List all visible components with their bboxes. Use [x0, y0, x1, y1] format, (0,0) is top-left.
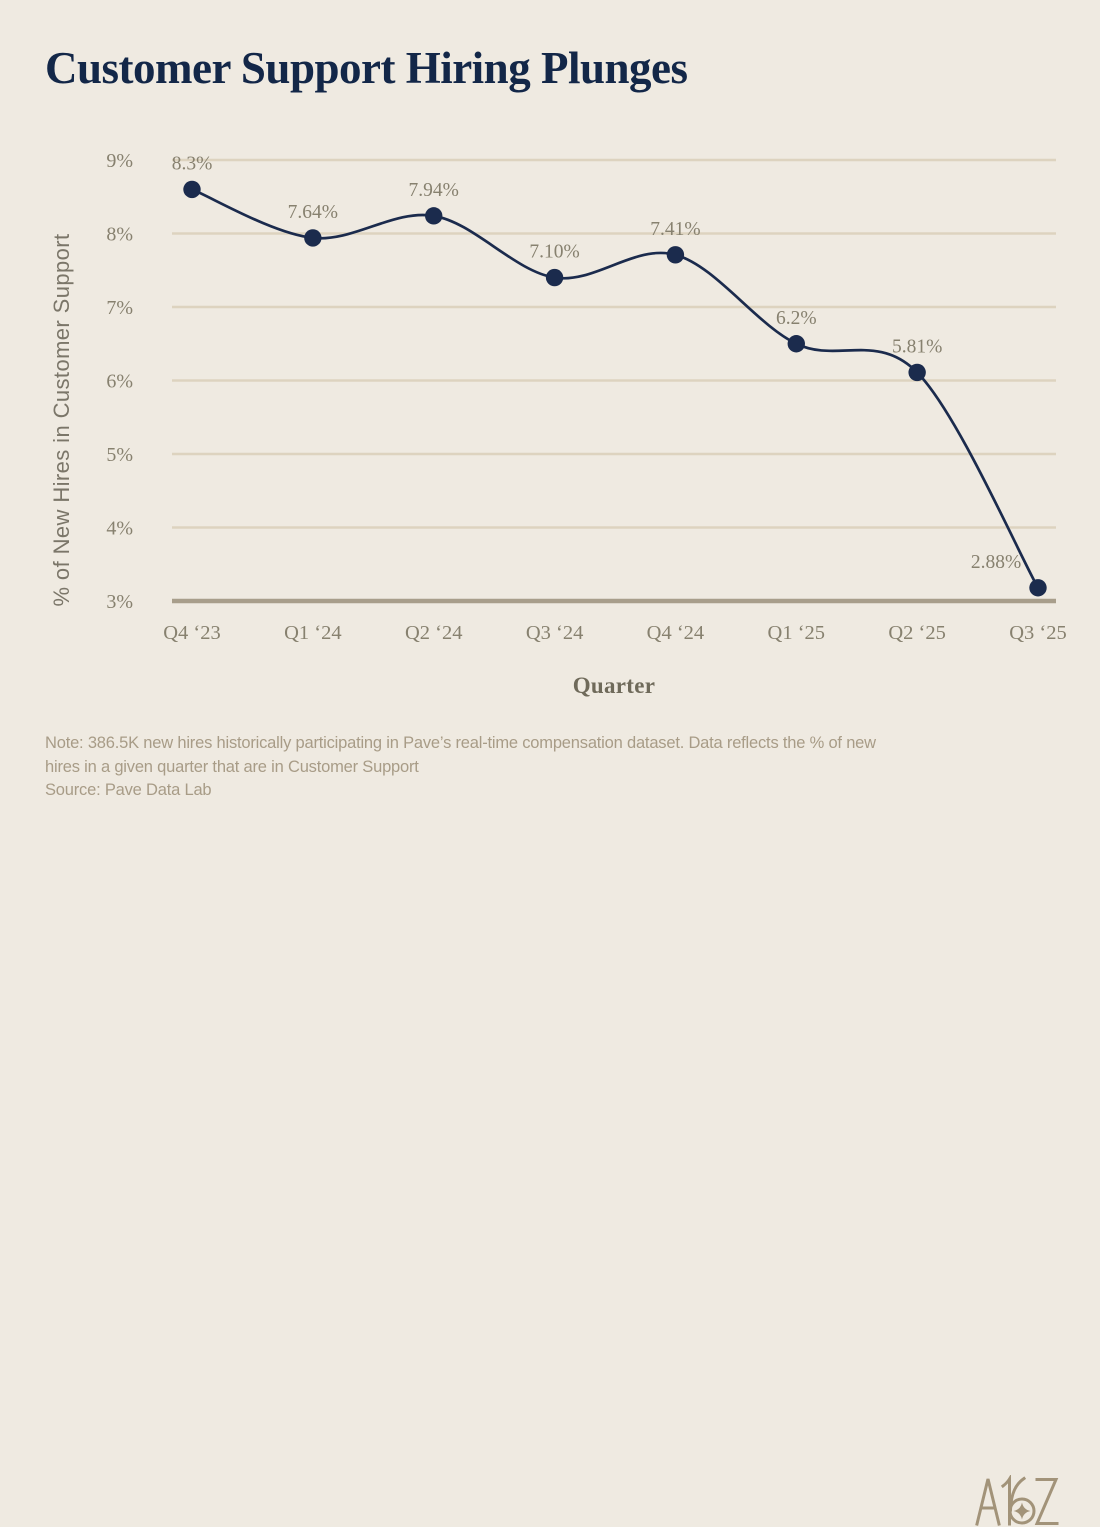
x-tick-label: Q3 ‘25: [1009, 622, 1067, 644]
data-point: [545, 268, 564, 287]
y-tick-label: 7%: [106, 297, 133, 319]
data-point: [666, 246, 685, 264]
data-point-label: 7.41%: [650, 219, 700, 240]
chart-area: 9% 8% 7% 6% 5% 4% 3% Q4 ‘23 Q1 ‘24 Q2 ‘24 Q3 ‘24 Q4…: [0, 130, 1100, 705]
y-tick-label: 3%: [106, 591, 133, 613]
y-axis-title: % of New Hires in Customer Support: [49, 233, 74, 607]
data-point: [425, 207, 443, 225]
y-tick-label: 9%: [106, 150, 133, 172]
data-point-label: 7.94%: [409, 180, 459, 201]
data-point: [183, 180, 201, 199]
data-point: [908, 363, 926, 382]
logo-letter-z: [1034, 1478, 1059, 1525]
a16z-logo: [975, 1475, 1059, 1526]
footer: Note: 386.5K new hires historically part…: [0, 726, 1100, 1526]
logo-letter-a: [975, 1478, 1001, 1526]
data-point-label: 8.3%: [172, 153, 213, 174]
y-tick-label: 4%: [106, 518, 133, 540]
data-point-label: 6.2%: [776, 308, 817, 329]
data-point: [304, 229, 322, 247]
y-tick-label: 5%: [106, 444, 133, 466]
x-tick-label: Q2 ‘24: [405, 622, 463, 644]
logo-star-icon: [1013, 1502, 1031, 1520]
x-tick-label: Q4 ‘23: [163, 622, 221, 644]
data-point: [1029, 579, 1047, 597]
y-tick-label: 6%: [106, 371, 133, 393]
x-tick-label: Q2 ‘25: [888, 622, 946, 644]
data-point-label: 7.64%: [288, 202, 338, 223]
data-point-label: 7.10%: [529, 242, 579, 263]
infographic-page: Customer Support Hiring Plunges 9% 8% 7% 6%…: [0, 43, 1100, 1526]
data-point: [787, 335, 805, 353]
note-text: Note: 386.5K new hires historically part…: [45, 734, 876, 776]
y-tick-label: 8%: [106, 224, 133, 246]
x-tick-label: Q1 ‘24: [284, 622, 342, 644]
x-tick-label: Q4 ‘24: [647, 622, 705, 644]
logo-letter-1: [1000, 1475, 1011, 1526]
line-chart: 9% 8% 7% 6% 5% 4% 3% Q4 ‘23 Q1 ‘24 Q2 ‘24 Q3 ‘24 Q4…: [106, 150, 1067, 644]
x-tick-label: Q3 ‘24: [526, 622, 584, 644]
x-tick-label: Q1 ‘25: [768, 622, 826, 644]
data-point-label: 5.81%: [892, 336, 942, 357]
data-point-label: 2.88%: [971, 552, 1021, 573]
x-axis-title: Quarter: [572, 673, 656, 698]
source-text: Source: Pave Data Lab: [45, 781, 212, 799]
chart-title: Customer Support Hiring Plunges: [45, 43, 688, 93]
